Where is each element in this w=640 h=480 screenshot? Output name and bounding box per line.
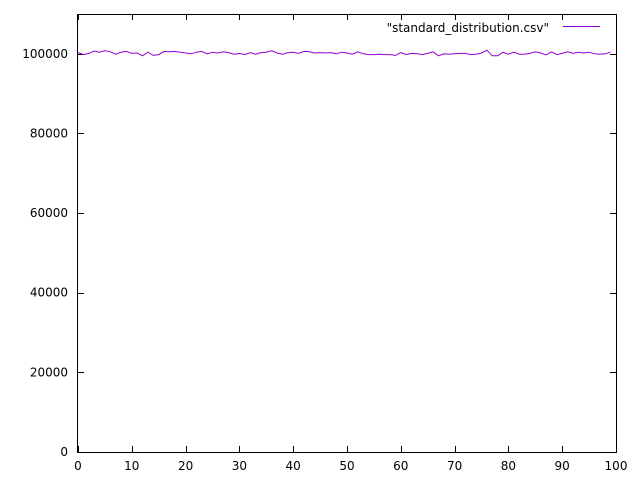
y-tick-label: 100000 [22, 47, 68, 61]
x-tick-label: 60 [393, 459, 408, 473]
x-tick-label: 0 [74, 459, 82, 473]
x-tick-label: 70 [447, 459, 462, 473]
x-tick-label: 10 [124, 459, 139, 473]
x-tick-label: 80 [501, 459, 516, 473]
x-tick-label: 20 [178, 459, 193, 473]
y-axis-ticks: 0 20000 40000 60000 80000 100000 [22, 47, 616, 459]
legend-entry-label: "standard_distribution.csv" [387, 21, 549, 35]
y-tick-label: 80000 [30, 126, 68, 140]
x-tick-label: 50 [339, 459, 354, 473]
y-tick-label: 0 [60, 445, 68, 459]
series-layer [77, 49, 611, 57]
x-tick-label: 40 [286, 459, 301, 473]
legend: "standard_distribution.csv" [387, 21, 600, 35]
y-tick-label: 40000 [30, 286, 68, 300]
plot-frame [77, 14, 617, 453]
series-line [77, 49, 611, 57]
x-axis-ticks: 0 10 20 30 40 50 60 70 80 90 100 [74, 14, 627, 473]
y-tick-label: 60000 [30, 206, 68, 220]
x-tick-label: 30 [232, 459, 247, 473]
x-tick-label: 100 [605, 459, 628, 473]
x-tick-label: 90 [555, 459, 570, 473]
y-tick-label: 20000 [30, 365, 68, 379]
